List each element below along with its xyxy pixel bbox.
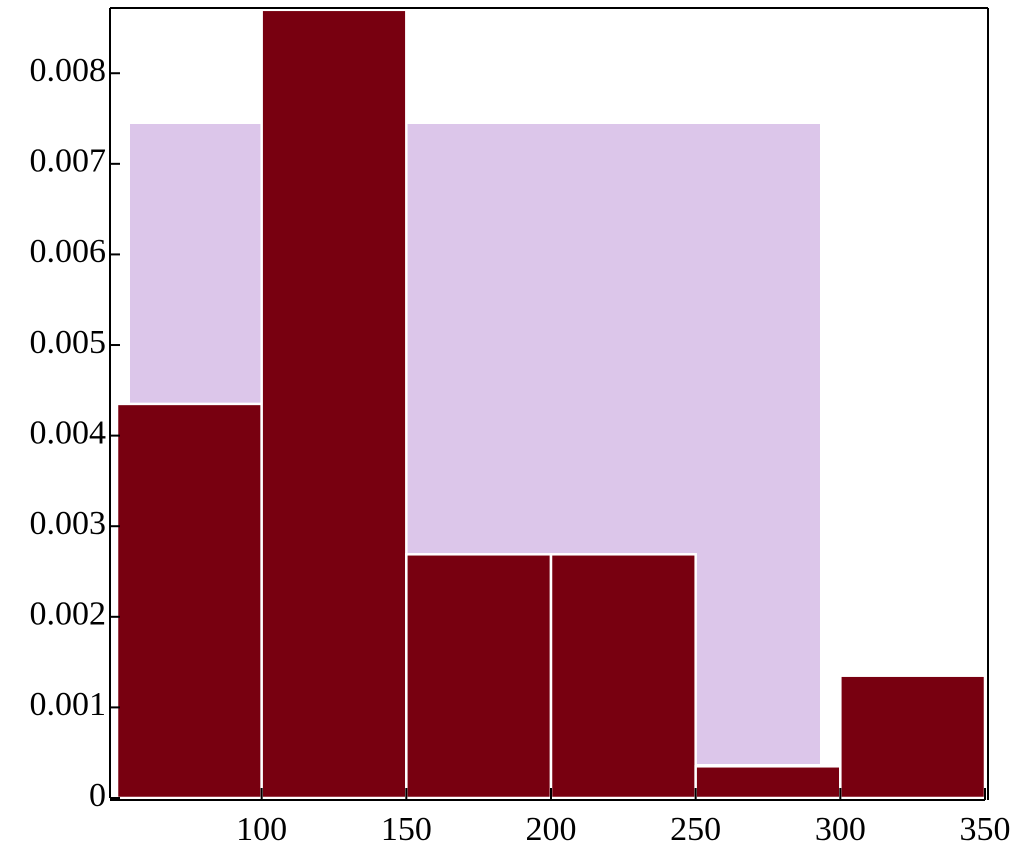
bar	[117, 404, 262, 798]
y-tick-label: 0.004	[30, 414, 107, 451]
bar	[406, 554, 551, 798]
y-tick-label: 0.006	[30, 233, 107, 270]
page: {"chart_data": {"type": "histogram", "bi…	[0, 0, 1020, 861]
x-tick-label: 300	[815, 811, 866, 848]
bar	[696, 766, 841, 798]
chart: 0 0.001 0.002 0.003 0.004 0.005 0.006 0.007 0.00…	[0, 0, 1020, 861]
y-tick-label: 0.002	[30, 596, 107, 633]
bar	[262, 10, 407, 798]
y-tick-label: 0	[89, 777, 106, 814]
y-tick-label: 0.007	[30, 143, 107, 180]
x-tick-label: 200	[526, 811, 577, 848]
bar	[551, 554, 696, 798]
y-tick-label: 0.005	[30, 324, 107, 361]
x-tick-label: 100	[236, 811, 287, 848]
x-tick-label: 250	[670, 811, 721, 848]
x-tick-label: 350	[960, 811, 1011, 848]
x-tick-label: 150	[381, 811, 432, 848]
y-tick-label: 0.001	[30, 686, 107, 723]
y-tick-label: 0.003	[30, 505, 107, 542]
y-tick-label: 0.008	[30, 52, 107, 89]
bar	[840, 676, 985, 798]
